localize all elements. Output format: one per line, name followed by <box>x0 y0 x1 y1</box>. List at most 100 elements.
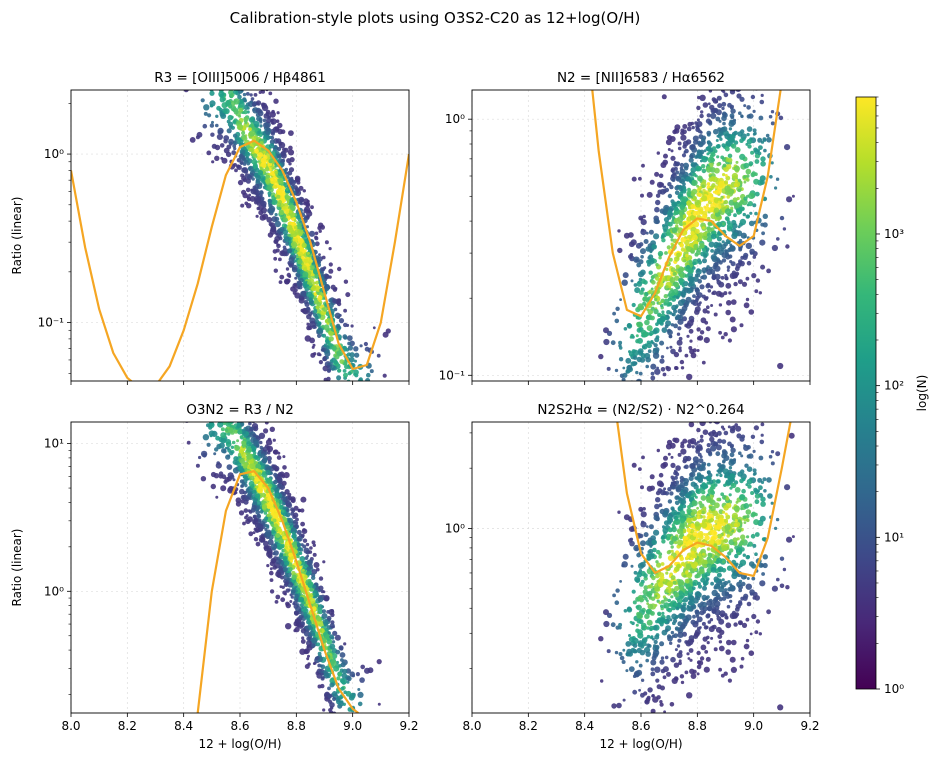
hexbin-cell <box>235 58 238 61</box>
hexbin-cell <box>255 485 259 489</box>
hexbin-cell <box>218 471 224 477</box>
hexbin-cell <box>307 281 311 285</box>
hexbin-cell <box>662 211 668 216</box>
panel-title: O3N2 = R3 / N2 <box>186 402 294 418</box>
hexbin-cell <box>269 139 275 145</box>
hexbin-cell <box>699 142 703 146</box>
hexbin-cell <box>215 462 222 469</box>
hexbin-cell <box>258 90 262 94</box>
hexbin-cell <box>718 119 722 123</box>
hexbin-cell <box>342 402 347 407</box>
hexbin-cell <box>729 134 735 140</box>
hexbin-cell <box>255 193 259 198</box>
hexbin-cell <box>241 418 244 421</box>
hexbin-cell <box>754 552 758 556</box>
hexbin-cell <box>662 372 667 377</box>
hexbin-cell <box>215 114 219 119</box>
hexbin-cell <box>232 478 236 482</box>
hexbin-cell <box>276 194 281 199</box>
hexbin-cell <box>242 473 248 480</box>
hexbin-cell <box>289 568 293 572</box>
hexbin-cell <box>209 434 213 438</box>
hexbin-cell <box>754 211 758 216</box>
hexbin-cell <box>251 158 258 165</box>
hexbin-cell <box>732 118 737 122</box>
hexbin-cell <box>743 180 747 184</box>
hexbin-cell <box>279 209 285 216</box>
hexbin-cell <box>721 578 725 582</box>
hexbin-cell <box>261 492 267 498</box>
hexbin-cell <box>723 332 728 337</box>
hexbin-cell <box>270 529 276 534</box>
hexbin-cell <box>728 47 733 52</box>
hexbin-cell <box>351 399 356 404</box>
hexbin-cell <box>685 176 691 182</box>
hexbin-cell <box>323 343 328 348</box>
hexbin-cell <box>768 114 773 119</box>
hexbin-cell <box>335 393 339 397</box>
hexbin-cell <box>714 211 721 217</box>
hexbin-cell <box>637 303 644 310</box>
hexbin-cell <box>277 146 282 152</box>
hexbin-cell <box>724 174 728 177</box>
hexbin-cell <box>707 227 713 233</box>
hexbin-cell <box>739 260 745 267</box>
hexbin-cell <box>618 340 623 345</box>
hexbin-cell <box>270 118 277 125</box>
hexbin-cell <box>732 42 738 48</box>
hexbin-cell <box>749 211 753 215</box>
hexbin-cell <box>655 199 661 206</box>
hexbin-cell <box>690 167 697 173</box>
hexbin-cell <box>671 202 677 208</box>
hexbin-cell <box>706 113 711 118</box>
hexbin-cell <box>340 410 344 414</box>
hexbin-cell <box>690 319 695 323</box>
hexbin-cell <box>670 394 675 399</box>
hexbin-cell <box>733 232 738 237</box>
hexbin-cell <box>746 105 751 110</box>
hexbin-cell <box>264 422 269 425</box>
hexbin-cell <box>677 141 682 146</box>
hexbin-cell <box>335 402 339 406</box>
hexbin-cell <box>692 294 696 298</box>
hexbin-cell <box>688 475 694 481</box>
hexbin-cell <box>227 114 234 121</box>
hexbin-cell <box>267 198 273 204</box>
hexbin-cell <box>236 439 240 443</box>
hexbin-cell <box>648 258 655 265</box>
hexbin-cell <box>273 256 278 261</box>
hexbin-cell <box>323 670 327 674</box>
hexbin-cell <box>727 157 733 163</box>
hexbin-cell <box>650 287 654 291</box>
hexbin-cell <box>660 562 665 566</box>
hexbin-cell <box>675 264 680 269</box>
hexbin-cell <box>303 258 308 263</box>
hexbin-cell <box>304 556 309 560</box>
hexbin-cell <box>242 445 246 448</box>
hexbin-cell <box>728 493 732 497</box>
hexbin-cell <box>741 488 746 494</box>
hexbin-cell <box>698 166 702 171</box>
hexbin-cell <box>700 137 706 143</box>
hexbin-cell <box>351 428 357 434</box>
hexbin-cell <box>276 188 283 195</box>
hexbin-cell <box>622 372 628 378</box>
hexbin-cell <box>236 164 241 169</box>
hexbin-cell <box>730 90 736 93</box>
hexbin-cell <box>220 437 227 444</box>
hexbin-cell <box>347 382 350 385</box>
hexbin-cell <box>300 290 307 298</box>
hexbin-cell <box>343 322 348 328</box>
hexbin-cell <box>334 312 341 319</box>
hexbin-cell <box>742 137 746 141</box>
hexbin-cell <box>244 121 248 125</box>
hexbin-cell <box>761 231 765 236</box>
hexbin-cell <box>232 53 236 57</box>
density-hexbins <box>183 53 391 434</box>
hexbin-cell <box>324 284 329 289</box>
hexbin-cell <box>663 185 667 189</box>
hexbin-cell <box>370 417 373 420</box>
hexbin-cell <box>321 676 325 680</box>
hexbin-cell <box>617 229 621 233</box>
